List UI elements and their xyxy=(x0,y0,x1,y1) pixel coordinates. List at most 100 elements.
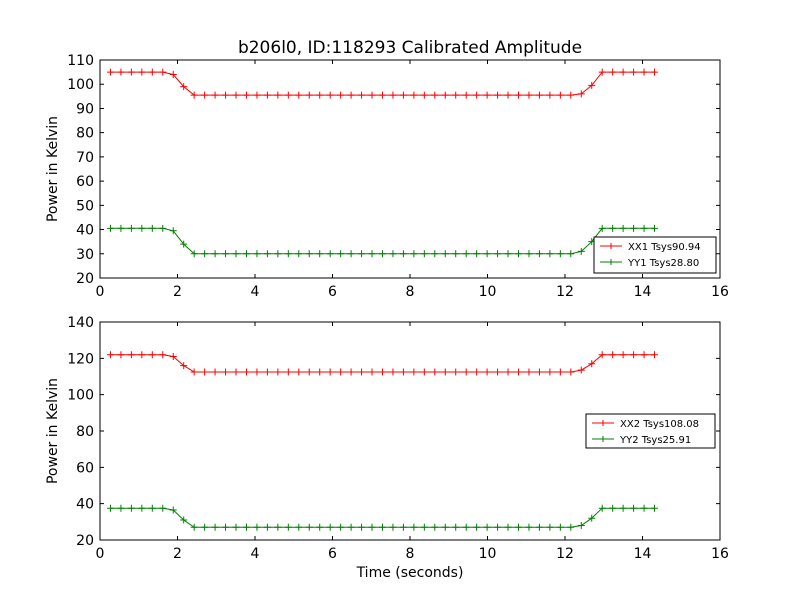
data-point xyxy=(389,91,397,99)
y-tick-label: 80 xyxy=(76,424,94,440)
data-point xyxy=(525,250,533,258)
data-point xyxy=(337,250,345,258)
data-point xyxy=(651,68,659,76)
data-point xyxy=(148,351,156,359)
data-point xyxy=(211,91,219,99)
data-point xyxy=(347,368,355,376)
y-axis-label: Power in Kelvin xyxy=(45,116,61,222)
y-axis-label: Power in Kelvin xyxy=(45,378,61,484)
data-point xyxy=(567,91,575,99)
data-point xyxy=(232,368,240,376)
data-point xyxy=(619,504,627,512)
data-point xyxy=(546,368,554,376)
data-point xyxy=(504,91,512,99)
data-point xyxy=(546,91,554,99)
data-point xyxy=(326,91,334,99)
data-point xyxy=(242,368,250,376)
y-tick-label: 140 xyxy=(67,315,94,331)
x-tick-label: 16 xyxy=(711,284,729,300)
data-point xyxy=(263,91,271,99)
data-point xyxy=(159,351,167,359)
data-point xyxy=(106,504,114,512)
data-point xyxy=(378,368,386,376)
data-point xyxy=(556,91,564,99)
data-point xyxy=(180,240,188,248)
data-point xyxy=(651,504,659,512)
data-point xyxy=(117,68,125,76)
data-point xyxy=(588,360,596,368)
data-point xyxy=(494,523,502,531)
y-tick-label: 20 xyxy=(76,533,94,549)
data-point xyxy=(535,523,543,531)
data-point xyxy=(556,523,564,531)
plot-panel-2: 0 2 4 6 8 10 12 14 16 20 40 60 80 100 120 140 Power in K… xyxy=(45,315,729,581)
data-point xyxy=(263,523,271,531)
x-tick-label: 6 xyxy=(328,284,337,300)
legend-marker xyxy=(600,420,606,426)
data-point xyxy=(567,368,575,376)
data-point xyxy=(274,91,282,99)
data-point xyxy=(378,523,386,531)
data-point xyxy=(106,68,114,76)
data-point xyxy=(117,351,125,359)
data-point xyxy=(410,523,418,531)
data-point xyxy=(148,504,156,512)
data-point xyxy=(535,91,543,99)
data-point xyxy=(180,362,188,370)
data-point xyxy=(494,91,502,99)
data-point xyxy=(515,250,522,258)
data-point xyxy=(106,351,114,359)
data-point xyxy=(263,368,271,376)
data-point xyxy=(295,91,303,99)
data-point xyxy=(337,368,345,376)
data-point xyxy=(180,516,188,524)
data-point xyxy=(358,250,366,258)
y-tick-label: 70 xyxy=(76,150,94,166)
data-point xyxy=(211,368,219,376)
data-point xyxy=(640,351,648,359)
x-tick-label: 14 xyxy=(634,546,652,562)
data-point xyxy=(295,250,303,258)
x-tick-label: 2 xyxy=(173,284,182,300)
data-point xyxy=(473,91,481,99)
data-point xyxy=(462,250,470,258)
data-point xyxy=(169,353,177,361)
y-tick-label: 40 xyxy=(76,497,94,513)
data-point xyxy=(378,91,386,99)
data-point xyxy=(556,250,564,258)
data-point xyxy=(138,224,146,232)
data-point xyxy=(284,523,292,531)
data-point xyxy=(598,504,606,512)
y-tick-label: 90 xyxy=(76,101,94,117)
data-point xyxy=(169,506,177,514)
data-point xyxy=(159,504,167,512)
data-point xyxy=(169,227,177,235)
data-point xyxy=(127,224,135,232)
data-point xyxy=(598,351,606,359)
x-tick-label: 8 xyxy=(406,546,415,562)
data-point xyxy=(567,250,575,258)
data-point xyxy=(347,250,355,258)
y-tick-label: 30 xyxy=(76,247,94,263)
data-point xyxy=(389,250,397,258)
data-point xyxy=(441,250,449,258)
legend-2: XX2 Tsys108.08 YY2 Tsys25.91 xyxy=(585,413,716,449)
data-point xyxy=(588,81,596,89)
data-point xyxy=(410,250,418,258)
data-point xyxy=(148,224,156,232)
data-point xyxy=(577,521,585,529)
data-point xyxy=(242,250,250,258)
data-point xyxy=(127,351,135,359)
data-point xyxy=(337,523,345,531)
data-point xyxy=(295,368,303,376)
data-point xyxy=(494,250,502,258)
data-point xyxy=(106,224,114,232)
x-tick-label: 14 xyxy=(634,284,652,300)
data-point xyxy=(640,224,648,232)
data-point xyxy=(640,504,648,512)
data-point xyxy=(305,368,313,376)
plot-panel-1: 0 2 4 6 8 10 12 14 16 20 30 40 50 60 70 80 90 100 110 Power… xyxy=(45,53,729,300)
chart-title: b206l0, ID:118293 Calibrated Amplitude xyxy=(238,38,582,58)
y-tick-label: 120 xyxy=(67,351,94,367)
data-point xyxy=(515,368,522,376)
